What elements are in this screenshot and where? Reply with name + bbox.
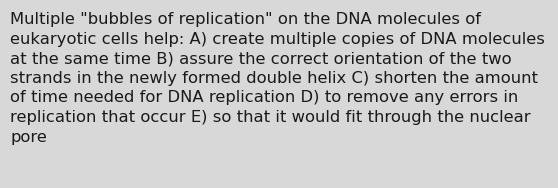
Text: Multiple "bubbles of replication" on the DNA molecules of
eukaryotic cells help:: Multiple "bubbles of replication" on the… [10,12,545,145]
